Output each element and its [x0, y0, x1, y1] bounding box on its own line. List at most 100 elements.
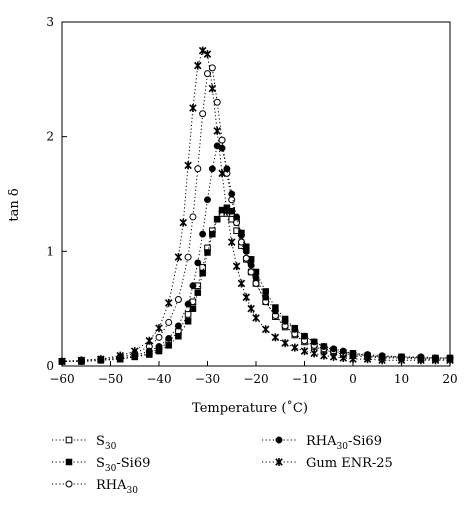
data-point	[194, 165, 202, 173]
legend-label: S30	[96, 434, 117, 452]
y-tick-label: 1	[46, 244, 54, 258]
data-point	[194, 259, 202, 267]
data-point	[339, 353, 348, 362]
data-point	[77, 356, 86, 365]
data-point	[204, 196, 211, 204]
data-point	[208, 165, 216, 173]
series-line	[62, 207, 450, 362]
data-point	[189, 213, 197, 221]
data-point	[281, 339, 289, 348]
data-point	[194, 61, 202, 70]
x-tick-label: 0	[349, 372, 357, 386]
legend-label: Gum ENR-25	[306, 456, 393, 471]
series-line	[61, 49, 450, 362]
data-point	[199, 269, 206, 277]
data-point	[247, 268, 255, 276]
data-point	[184, 253, 192, 261]
data-point	[281, 317, 289, 325]
series-gum-enr-25	[58, 46, 454, 366]
series-line	[62, 145, 450, 362]
data-point	[204, 70, 211, 78]
data-point	[209, 230, 216, 238]
data-point	[189, 305, 197, 312]
data-point	[175, 332, 182, 340]
data-point	[339, 347, 347, 355]
data-point	[242, 293, 251, 302]
data-point	[145, 336, 154, 345]
data-point	[165, 335, 173, 342]
data-point	[199, 230, 207, 238]
data-point	[213, 126, 221, 135]
data-point	[184, 318, 192, 325]
data-point	[262, 293, 270, 301]
legend-label: S30-Si69	[96, 456, 150, 474]
data-point	[194, 289, 202, 296]
data-point	[417, 356, 425, 365]
x-tick-label: −10	[292, 372, 317, 386]
data-point	[204, 249, 211, 256]
data-point	[330, 345, 338, 353]
legend-marker	[65, 458, 73, 466]
data-point	[228, 207, 235, 215]
legend-label: RHA30-Si69	[306, 434, 382, 452]
legend-marker	[275, 458, 283, 466]
data-point	[228, 196, 236, 204]
y-tick-label: 2	[46, 130, 54, 144]
data-point	[208, 84, 217, 93]
legend-item: Gum ENR-25	[262, 456, 393, 471]
data-point	[174, 295, 182, 303]
x-tick-label: −40	[146, 372, 171, 386]
axes: −60 −50 −40 −30 −20 −10 0 10 20 0 1 2 3	[46, 15, 457, 386]
data-point	[261, 325, 270, 334]
data-point	[97, 355, 105, 364]
data-point	[271, 333, 280, 342]
data-point	[252, 274, 260, 282]
data-point	[174, 253, 183, 262]
x-tick-label: 20	[442, 372, 457, 386]
data-point	[237, 279, 246, 288]
data-point	[228, 190, 236, 198]
data-point	[233, 213, 241, 221]
series-s30	[58, 210, 454, 365]
y-tick-label: 3	[46, 15, 54, 29]
x-tick-label: −30	[195, 372, 220, 386]
x-tick-label: −20	[243, 372, 268, 386]
data-point	[203, 50, 212, 59]
data-point	[164, 298, 173, 307]
data-point	[301, 332, 308, 340]
data-point	[213, 98, 221, 106]
data-point	[238, 231, 245, 239]
x-tick-label: −60	[49, 372, 74, 386]
data-point	[397, 356, 406, 365]
legend-label: RHA30	[96, 478, 138, 496]
legend-marker	[65, 436, 73, 444]
data-point	[446, 356, 454, 365]
data-point	[184, 311, 192, 318]
data-point	[242, 247, 250, 255]
data-point	[262, 288, 269, 295]
data-point	[130, 347, 139, 356]
legend-marker	[275, 436, 283, 444]
data-point	[58, 357, 66, 366]
data-point	[218, 169, 226, 178]
data-point	[310, 338, 318, 346]
legend-item: S30	[52, 434, 117, 452]
data-point	[179, 218, 188, 227]
data-point	[165, 342, 172, 349]
y-axis-title: tan δ	[7, 188, 22, 221]
data-point	[198, 46, 207, 55]
data-point	[271, 307, 279, 315]
x-axis-title: Temperature (˚C)	[192, 400, 308, 416]
data-point	[174, 322, 182, 330]
data-point	[363, 355, 372, 364]
data-point	[320, 351, 328, 360]
data-point	[291, 343, 299, 352]
data-point	[329, 352, 338, 361]
x-tick-label: 10	[394, 372, 409, 386]
data-point	[252, 279, 260, 287]
data-point	[431, 356, 440, 365]
data-point	[227, 238, 236, 247]
data-point	[165, 318, 173, 326]
data-point	[232, 262, 241, 271]
